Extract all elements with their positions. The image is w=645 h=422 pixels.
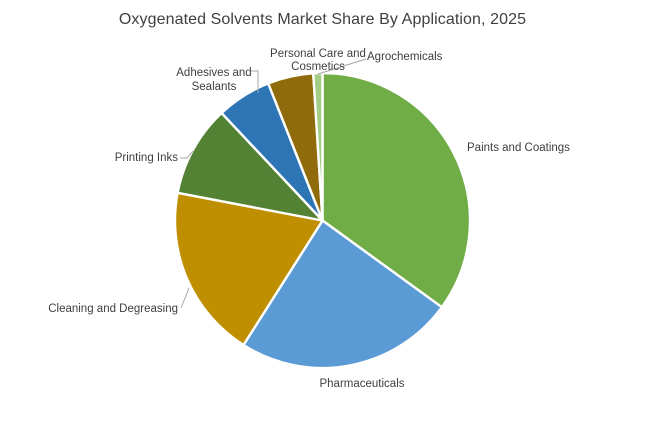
pie-slice-printing-inks: [176, 111, 324, 222]
pie-slices: [173, 71, 472, 370]
slice-label-personal-care-and-cosmetics: Personal Care and Cosmetics: [270, 48, 366, 73]
slice-label-pharmaceuticals: Pharmaceuticals: [319, 378, 404, 390]
leader-line-printing-inks: [180, 150, 194, 159]
leader-line-adhesives-and-sealants: [251, 70, 259, 93]
leader-line-cleaning-and-degreasing: [180, 287, 190, 309]
pie-slice-cleaning-and-degreasing: [173, 191, 324, 347]
slice-label-cleaning-and-degreasing: Cleaning and Degreasing: [48, 303, 178, 315]
slice-labels: Paints and Coatings Pharmaceuticals Cleani…: [48, 48, 570, 390]
chart-title: Oxygenated Solvents Market Share By Appl…: [118, 11, 527, 28]
leader-lines: [180, 58, 367, 309]
slice-label-printing-inks: Printing Inks: [115, 152, 179, 164]
pie-slice-pharmaceuticals: [242, 219, 444, 370]
slice-label-adhesives-and-sealants: Adhesives and Sealants: [176, 67, 251, 93]
slice-label-paints-and-coatings: Paints and Coatings: [467, 142, 570, 154]
leader-line-agrochemicals: [317, 58, 367, 75]
slice-label-agrochemicals: Agrochemicals: [367, 51, 443, 63]
pie-slice-paints-and-coatings: [321, 71, 472, 309]
